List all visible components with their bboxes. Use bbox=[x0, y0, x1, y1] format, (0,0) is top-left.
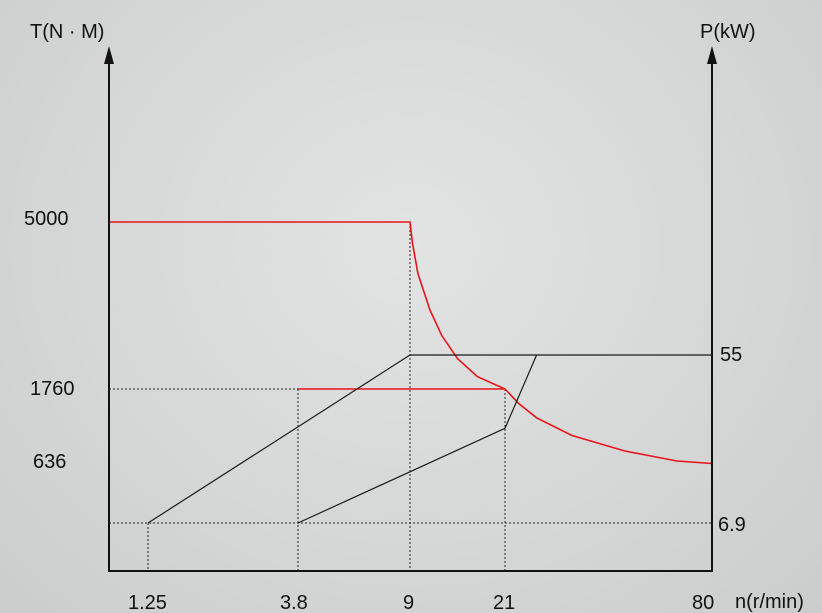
power-tick-label: 55 bbox=[720, 344, 742, 366]
x-tick-label: 1.25 bbox=[128, 592, 167, 613]
x-tick-label: 21 bbox=[493, 592, 515, 613]
torque-tick-label: 5000 bbox=[24, 208, 69, 230]
x-tick-label: 3.8 bbox=[280, 592, 308, 613]
torque-tick-label: 636 bbox=[33, 451, 66, 473]
power-curve bbox=[147, 354, 712, 524]
power-tick-label: 6.9 bbox=[718, 514, 746, 536]
labels: T(N · M) P(kW) n(r/min) 1.25 3.8 9 21 80… bbox=[24, 21, 804, 613]
power-curve bbox=[297, 354, 538, 524]
x-axis-title: n(r/min) bbox=[735, 591, 804, 613]
x-tick-label: 80 bbox=[692, 592, 714, 613]
left-axis-arrow bbox=[104, 46, 114, 64]
guide-lines bbox=[109, 222, 712, 571]
axes bbox=[104, 46, 717, 572]
left-axis-title: T(N · M) bbox=[30, 21, 104, 43]
torque-tick-label: 1760 bbox=[30, 378, 75, 400]
right-axis-title: P(kW) bbox=[700, 21, 756, 43]
x-tick-label: 9 bbox=[403, 592, 414, 613]
right-axis-arrow bbox=[707, 46, 717, 64]
torque-curve bbox=[109, 221, 713, 465]
curves bbox=[109, 221, 713, 524]
